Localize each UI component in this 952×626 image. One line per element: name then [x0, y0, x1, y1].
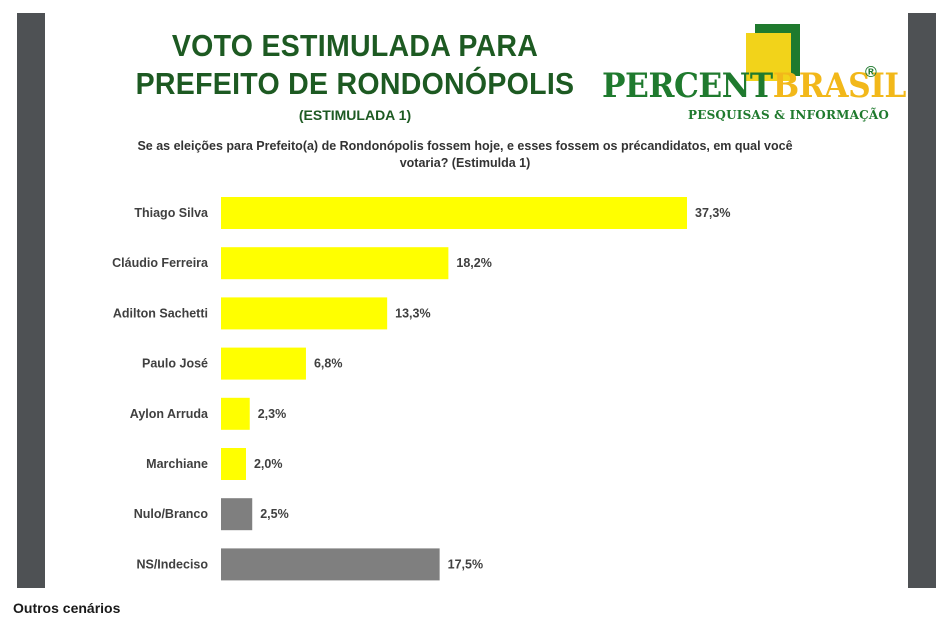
data-label: 18,2%	[456, 256, 491, 270]
data-label: 13,3%	[395, 306, 430, 320]
bar	[221, 448, 246, 480]
logo-wordmark: PERCENTBRASIL	[602, 66, 906, 106]
bar-chart: Thiago Silva 37,3% Cláudio Ferreira 18,2% Ad…	[112, 197, 730, 581]
category-label: NS/Indeciso	[136, 557, 208, 571]
percentbrasil-logo: PERCENTBRASIL ® PESQUISAS & INFORMAÇÃO	[600, 18, 906, 128]
category-label: Nulo/Branco	[134, 507, 209, 521]
registered-mark: ®	[865, 64, 877, 81]
category-label: Aylon Arruda	[130, 407, 209, 421]
data-label: 37,3%	[695, 206, 730, 220]
data-label: 17,5%	[448, 557, 483, 571]
chart-title-line2: PREFEITO DE RONDONÓPOLIS	[135, 66, 575, 101]
chart-title-line1: VOTO ESTIMULADA PARA	[171, 28, 539, 63]
bar	[221, 297, 388, 330]
survey-question: Se as eleições para Prefeito(a) de Rondo…	[137, 139, 793, 170]
data-label: 2,5%	[260, 507, 289, 521]
left-frame-bar	[17, 13, 45, 588]
right-frame-bar	[908, 13, 936, 588]
data-label: 2,3%	[258, 407, 287, 421]
category-label: Adilton Sachetti	[113, 306, 208, 320]
bar	[221, 548, 440, 581]
logo-flag-yellow-shape	[746, 33, 791, 81]
bar	[221, 197, 687, 229]
category-label: Marchiane	[146, 457, 208, 471]
bar	[221, 498, 253, 531]
data-label: 6,8%	[314, 357, 343, 371]
data-label: 2,0%	[254, 457, 282, 471]
bar	[221, 347, 306, 380]
logo-word-part1: PERCENT	[602, 66, 773, 106]
logo-tagline: PESQUISAS & INFORMAÇÃO	[688, 108, 890, 122]
bar	[221, 247, 449, 280]
chart-slide: VOTO ESTIMULADA PARA PREFEITO DE RONDONÓ…	[45, 13, 908, 588]
category-label: Thiago Silva	[134, 206, 209, 220]
category-label: Cláudio Ferreira	[112, 256, 209, 270]
logo-word-part2: BRASIL	[772, 66, 907, 106]
bar	[221, 397, 250, 430]
category-label: Paulo José	[142, 357, 208, 371]
outros-cenarios-label: Outros cenários	[13, 600, 121, 616]
chart-subtitle: (ESTIMULADA 1)	[298, 107, 412, 123]
